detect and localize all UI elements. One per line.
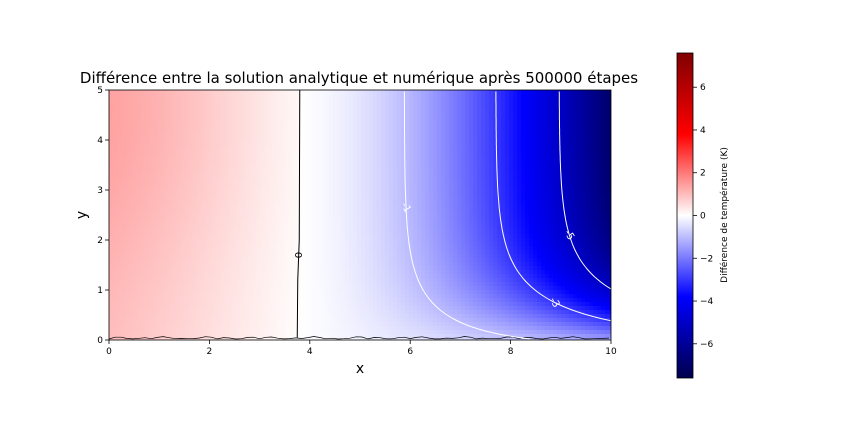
- y-tick-label: 2: [97, 236, 103, 246]
- x-axis-label: x: [356, 361, 364, 377]
- colorbar-tick-label: −2: [700, 254, 713, 264]
- contour-line-noise: [109, 336, 610, 340]
- x-tick-label: 10: [605, 347, 617, 357]
- contour-label: 0: [294, 252, 305, 258]
- chart-title: Différence entre la solution analytique …: [80, 69, 638, 87]
- contour-label: -1: [398, 201, 413, 215]
- colorbar: −6 −4 −2 0 2 4 6 Différence de température (K): [676, 52, 730, 379]
- contour-line-neg1: [403, 91, 530, 340]
- contour-line-neg3: [495, 91, 611, 322]
- x-tick-label: 0: [106, 347, 112, 357]
- y-tick-label: 3: [97, 186, 103, 196]
- contour-label: -5: [562, 228, 577, 242]
- contour-line-0: [296, 90, 301, 338]
- y-axis: 0 1 2 3 4 5: [97, 86, 109, 346]
- plot-frame: [108, 89, 612, 341]
- y-tick-label: 4: [97, 136, 103, 146]
- x-axis: 0 2 4 6 8 10: [106, 340, 617, 357]
- colorbar-label: Différence de température (K): [719, 147, 730, 283]
- colorbar-tick-label: 0: [700, 212, 706, 222]
- y-tick-label: 5: [97, 86, 103, 96]
- y-axis-label: y: [74, 211, 90, 219]
- x-tick-label: 8: [508, 347, 514, 357]
- x-tick-label: 6: [407, 347, 413, 357]
- contour-labels: 0 -1 -3 -5: [294, 201, 576, 310]
- heatmap-surface: [109, 90, 611, 340]
- contour-line-neg5: [558, 91, 611, 290]
- colorbar-tick-label: −4: [700, 297, 714, 307]
- y-tick-label: 0: [97, 336, 103, 346]
- colorbar-tick-label: −6: [700, 340, 714, 350]
- contour-label: -3: [547, 296, 562, 310]
- y-tick-label: 1: [97, 286, 103, 296]
- plot-area: 0 -1 -3 -5: [108, 89, 612, 341]
- colorbar-tick-label: 6: [700, 83, 706, 93]
- x-tick-label: 2: [207, 347, 213, 357]
- colorbar-tick-label: 4: [700, 126, 706, 136]
- colorbar-ticks: −6 −4 −2 0 2 4 6: [693, 83, 714, 350]
- x-tick-label: 4: [307, 347, 313, 357]
- contour-lines: [109, 90, 611, 340]
- colorbar-gradient: [676, 52, 694, 379]
- colorbar-tick-label: 2: [700, 169, 706, 179]
